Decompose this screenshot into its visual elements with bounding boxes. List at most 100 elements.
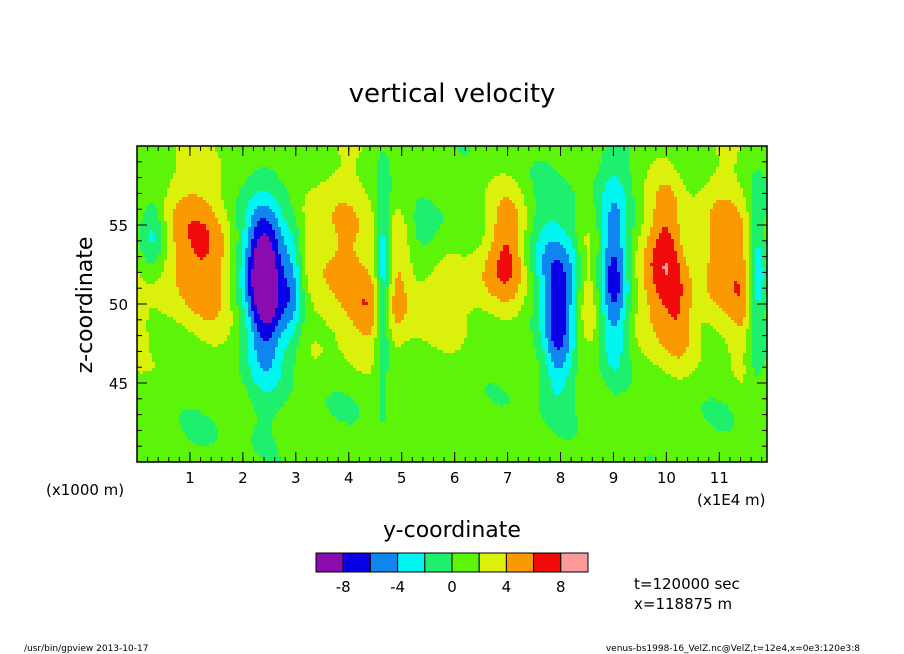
contour-cell [164, 185, 168, 189]
contour-cell [572, 161, 576, 165]
contour-cell [671, 167, 675, 171]
contour-cell [722, 194, 726, 198]
contour-cell [497, 185, 501, 189]
contour-cell [143, 170, 147, 174]
contour-cell [725, 149, 729, 153]
contour-cell [590, 215, 594, 219]
contour-cell [707, 203, 711, 207]
contour-cell [437, 146, 441, 150]
contour-cell [545, 152, 549, 156]
contour-cell [425, 146, 429, 150]
contour-cell [674, 158, 678, 162]
contour-cell [383, 149, 387, 153]
contour-cell [149, 149, 153, 153]
contour-cell [587, 152, 591, 156]
contour-cell [602, 167, 606, 171]
contour-cell [161, 200, 165, 204]
contour-cell [395, 212, 399, 216]
contour-cell [401, 173, 405, 177]
contour-cell [353, 164, 357, 168]
contour-cell [686, 155, 690, 159]
contour-cell [257, 149, 261, 153]
contour-cell [395, 194, 399, 198]
contour-cell [491, 209, 495, 213]
contour-cell [191, 173, 195, 177]
contour-cell [278, 179, 282, 183]
contour-cell [383, 155, 387, 159]
contour-cell [239, 179, 243, 183]
contour-cell [284, 170, 288, 174]
contour-cell [167, 155, 171, 159]
contour-cell [569, 215, 573, 219]
contour-cell [413, 203, 417, 207]
contour-cell [719, 203, 723, 207]
contour-cell [380, 155, 384, 159]
contour-cell [383, 173, 387, 177]
contour-cell [671, 173, 675, 177]
contour-cell [518, 164, 522, 168]
contour-cell [422, 215, 426, 219]
contour-cell [518, 173, 522, 177]
contour-cell [290, 206, 294, 210]
contour-cell [716, 158, 720, 162]
contour-cell [725, 191, 729, 195]
contour-cell [200, 155, 204, 159]
contour-cell [236, 173, 240, 177]
contour-cell [269, 164, 273, 168]
contour-cell [326, 176, 330, 180]
contour-cell [200, 206, 204, 210]
contour-cell [698, 209, 702, 213]
contour-cell [362, 191, 366, 195]
contour-cell [179, 200, 183, 204]
contour-cell [671, 155, 675, 159]
contour-cell [521, 155, 525, 159]
contour-cell [524, 164, 528, 168]
contour-cell [191, 164, 195, 168]
contour-cell [539, 167, 543, 171]
contour-cell [338, 167, 342, 171]
contour-cell [176, 203, 180, 207]
contour-cell [746, 182, 750, 186]
contour-cell [431, 182, 435, 186]
contour-cell [587, 191, 591, 195]
contour-cell [440, 176, 444, 180]
contour-cell [344, 194, 348, 198]
contour-cell [572, 209, 576, 213]
contour-cell [371, 149, 375, 153]
contour-cell [467, 179, 471, 183]
contour-cell [755, 161, 759, 165]
contour-cell [551, 176, 555, 180]
contour-cell [725, 197, 729, 201]
contour-cell [323, 176, 327, 180]
contour-cell [206, 185, 210, 189]
contour-cell [419, 158, 423, 162]
contour-cell [140, 170, 144, 174]
contour-cell [530, 185, 534, 189]
contour-cell [320, 185, 324, 189]
contour-cell [287, 149, 291, 153]
contour-cell [512, 200, 516, 204]
contour-cell [461, 197, 465, 201]
contour-cell [473, 206, 477, 210]
contour-cell [170, 185, 174, 189]
contour-cell [269, 206, 273, 210]
contour-cell [704, 182, 708, 186]
contour-cell [704, 164, 708, 168]
contour-cell [305, 215, 309, 219]
contour-cell [182, 215, 186, 219]
contour-cell [557, 212, 561, 216]
contour-cell [656, 200, 660, 204]
contour-cell [701, 161, 705, 165]
contour-cell [638, 185, 642, 189]
contour-cell [746, 149, 750, 153]
contour-cell [359, 179, 363, 183]
contour-cell [740, 173, 744, 177]
contour-cell [701, 158, 705, 162]
contour-cell [185, 212, 189, 216]
contour-cell [575, 155, 579, 159]
contour-cell [764, 197, 768, 201]
contour-cell [437, 164, 441, 168]
contour-cell [401, 149, 405, 153]
contour-cell [692, 188, 696, 192]
contour-cell [473, 191, 477, 195]
